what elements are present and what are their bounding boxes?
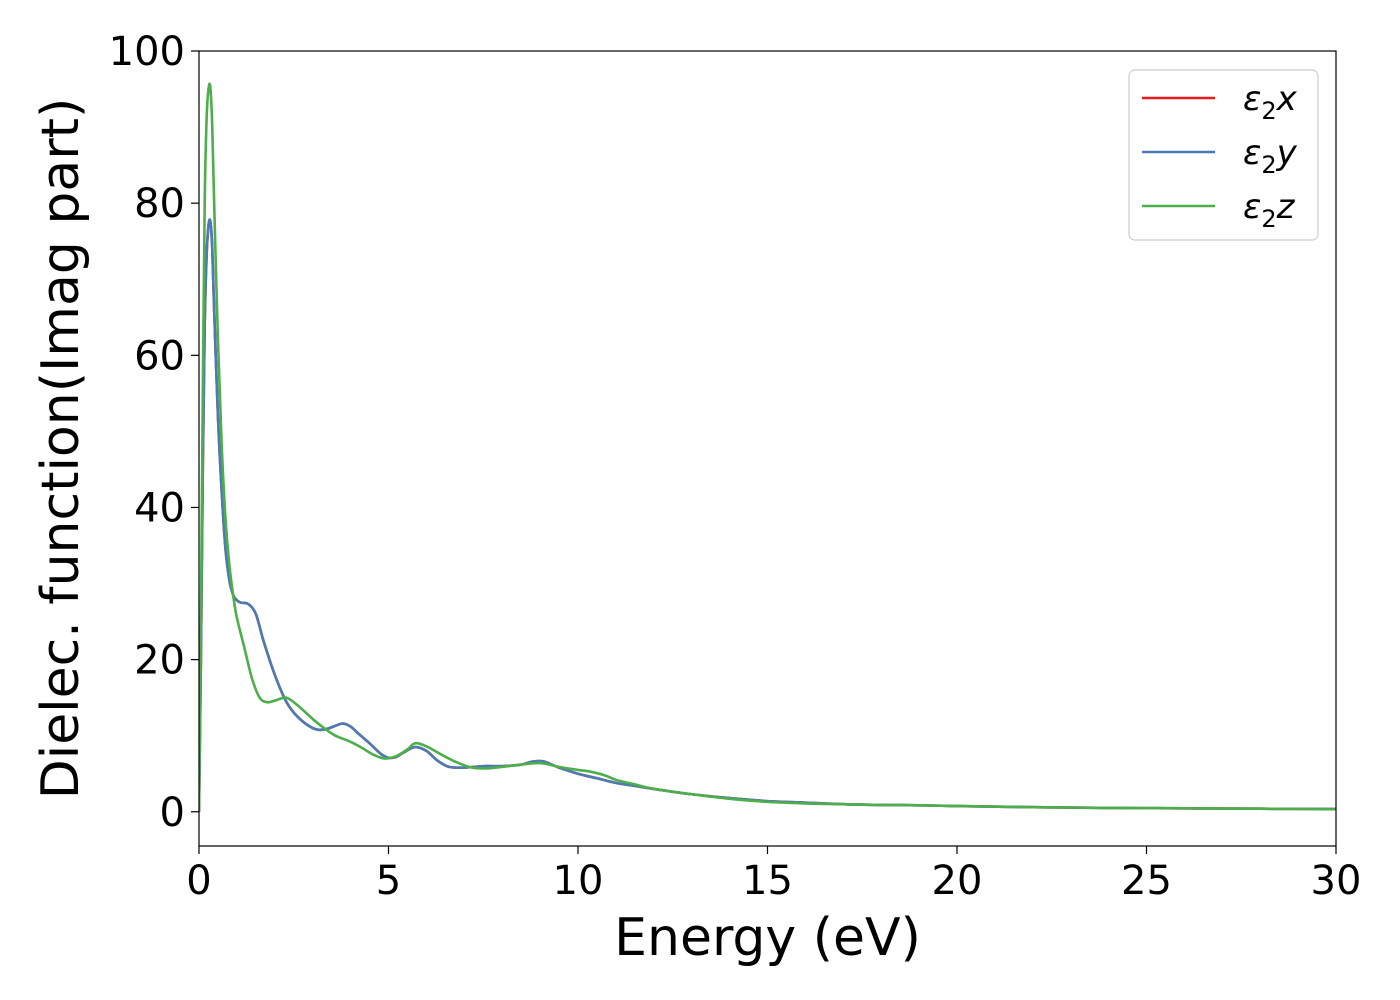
legend-box	[1128, 69, 1319, 241]
series-layer	[199, 82, 1336, 812]
x-tick-label: 25	[1121, 858, 1172, 904]
series-line-y	[199, 218, 1336, 812]
legend-label: ε2y	[1243, 133, 1298, 179]
x-axis-ticks: 0 5 10 15 20 25 30	[186, 846, 1361, 904]
x-axis-label: Energy (eV)	[614, 908, 921, 968]
legend: ε2x ε2y ε2z	[1128, 69, 1319, 241]
y-tick-label: 60	[134, 333, 185, 379]
y-axis-ticks: 0 20 40 60 80 100	[109, 29, 199, 836]
legend-label: ε2x	[1243, 79, 1298, 125]
legend-entry-z: ε2z	[1142, 187, 1296, 233]
x-tick-label: 20	[932, 858, 983, 904]
x-tick-label: 0	[186, 858, 211, 904]
series-line-x	[199, 218, 1336, 812]
x-tick-label: 5	[376, 858, 401, 904]
y-tick-label: 40	[134, 485, 185, 531]
legend-entry-y: ε2y	[1142, 133, 1298, 179]
y-tick-label: 100	[109, 29, 185, 75]
y-tick-label: 80	[134, 181, 185, 227]
x-tick-label: 30	[1311, 858, 1362, 904]
y-axis-label: Dielec. function(Imag part)	[31, 98, 91, 800]
legend-entry-x: ε2x	[1142, 79, 1298, 125]
legend-label: ε2z	[1243, 187, 1296, 233]
y-tick-label: 20	[134, 638, 185, 684]
y-tick-label: 0	[160, 790, 185, 836]
series-line-z	[199, 82, 1336, 812]
x-tick-label: 15	[742, 858, 793, 904]
x-tick-label: 10	[553, 858, 604, 904]
